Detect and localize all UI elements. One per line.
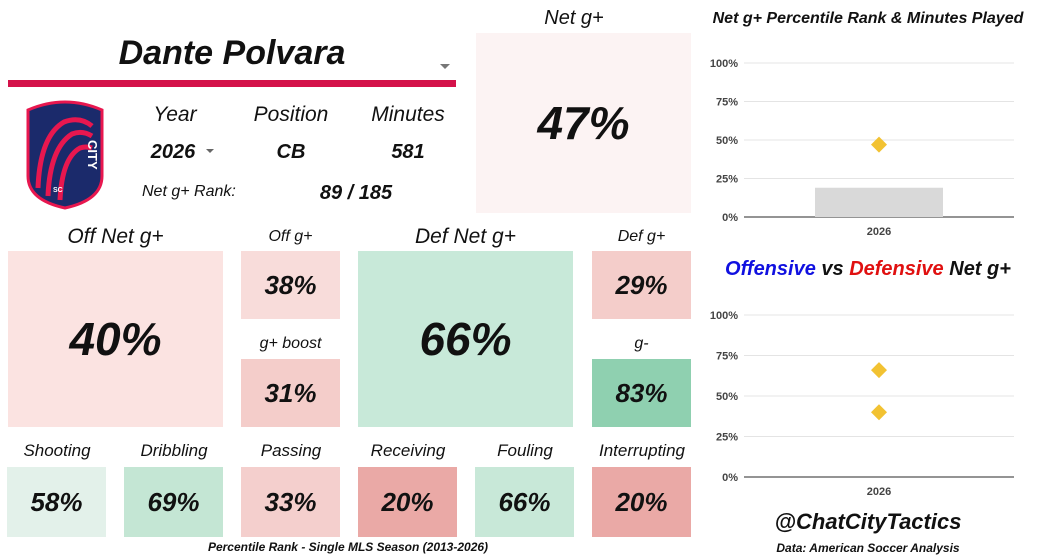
action-label: Passing — [260, 441, 322, 460]
club-logo: CITY SC — [26, 100, 104, 210]
chart2-title: Offensive vs Defensive Net g+ — [700, 258, 1036, 281]
y-tick-label: 75% — [716, 97, 738, 109]
g-minus-value: 83% — [615, 377, 668, 408]
action-value: 69% — [147, 486, 200, 517]
club-logo-sc-text: SC — [53, 187, 63, 194]
chart2-title-vs: vs — [815, 258, 850, 280]
action-tile: 58% — [7, 467, 106, 537]
g-minus-label: g- — [634, 335, 649, 352]
off-net-label: Off Net g+ — [67, 225, 164, 248]
g-boost-tile: 31% — [241, 359, 340, 427]
data-point — [871, 136, 887, 153]
y-tick-label: 50% — [716, 391, 738, 403]
y-tick-label: 0% — [722, 472, 738, 484]
def-net-value: 66% — [419, 313, 512, 365]
g-boost-value: 31% — [264, 377, 317, 408]
net-g-value: 47% — [537, 97, 630, 149]
action-tile: 20% — [592, 467, 691, 537]
y-tick-label: 25% — [716, 432, 738, 444]
action-value: 66% — [498, 486, 551, 517]
chart1-title: Net g+ Percentile Rank & Minutes Played — [712, 10, 1024, 27]
off-g-tile: 38% — [241, 251, 340, 319]
action-label: Fouling — [497, 441, 553, 460]
action-tile: 69% — [124, 467, 223, 537]
year-value[interactable]: 2026 — [150, 141, 196, 163]
action-label: Shooting — [23, 441, 91, 460]
off-g-value: 38% — [264, 269, 317, 300]
action-label: Receiving — [370, 441, 446, 460]
data-point — [871, 404, 887, 421]
data-source: Data: American Soccer Analysis — [776, 541, 960, 555]
chart2-title-offensive: Offensive — [725, 258, 816, 280]
y-tick-label: 75% — [716, 351, 738, 363]
rank-label: Net g+ Rank: — [142, 183, 236, 200]
g-boost-label: g+ boost — [259, 335, 322, 352]
action-value: 58% — [30, 486, 83, 517]
x-tick-label: 2026 — [867, 486, 891, 498]
minutes-label: Minutes — [371, 103, 445, 126]
off-g-label: Off g+ — [268, 228, 313, 245]
year-dropdown-icon[interactable] — [206, 149, 214, 153]
y-tick-label: 0% — [722, 212, 738, 224]
def-g-value: 29% — [615, 269, 668, 300]
action-value: 20% — [615, 486, 668, 517]
def-net-tile: 66% — [358, 251, 573, 427]
footer-note: Percentile Rank - Single MLS Season (201… — [207, 540, 489, 554]
off-def-chart: 0% 25% 50% 75% 100% 2026 — [710, 310, 1014, 498]
player-select-arrow-icon[interactable] — [440, 64, 450, 69]
year-label: Year — [153, 103, 197, 126]
percentile-minutes-chart: 0% 25% 50% 75% 100% 2026 — [710, 58, 1014, 238]
action-tile: 66% — [475, 467, 574, 537]
action-value: 33% — [264, 486, 317, 517]
data-point — [871, 362, 887, 379]
def-g-tile: 29% — [592, 251, 691, 319]
action-label: Interrupting — [599, 441, 685, 460]
chart2-title-net: Net g+ — [943, 258, 1011, 280]
action-label: Dribbling — [140, 441, 208, 460]
position-label: Position — [253, 103, 329, 126]
g-minus-tile: 83% — [592, 359, 691, 427]
twitter-handle: @ChatCityTactics — [774, 509, 962, 534]
y-tick-label: 50% — [716, 135, 738, 147]
y-tick-label: 100% — [710, 310, 738, 322]
off-net-value: 40% — [69, 313, 162, 365]
player-name: Dante Polvara — [118, 34, 346, 72]
x-tick-label: 2026 — [867, 226, 891, 238]
action-tile: 33% — [241, 467, 340, 537]
minutes-bar — [815, 187, 943, 217]
name-underline — [8, 80, 456, 87]
net-g-tile: 47% — [476, 33, 691, 213]
position-value: CB — [276, 141, 306, 163]
action-value: 20% — [381, 486, 434, 517]
off-net-tile: 40% — [8, 251, 223, 427]
def-net-label: Def Net g+ — [415, 225, 516, 248]
def-g-label: Def g+ — [617, 228, 666, 245]
y-tick-label: 100% — [710, 58, 738, 70]
minutes-value: 581 — [391, 141, 425, 163]
chart2-title-defensive: Defensive — [849, 258, 944, 280]
y-tick-label: 25% — [716, 174, 738, 186]
action-tile: 20% — [358, 467, 457, 537]
net-g-label: Net g+ — [544, 7, 604, 29]
rank-value: 89 / 185 — [319, 182, 393, 204]
club-logo-city-text: CITY — [85, 140, 100, 170]
